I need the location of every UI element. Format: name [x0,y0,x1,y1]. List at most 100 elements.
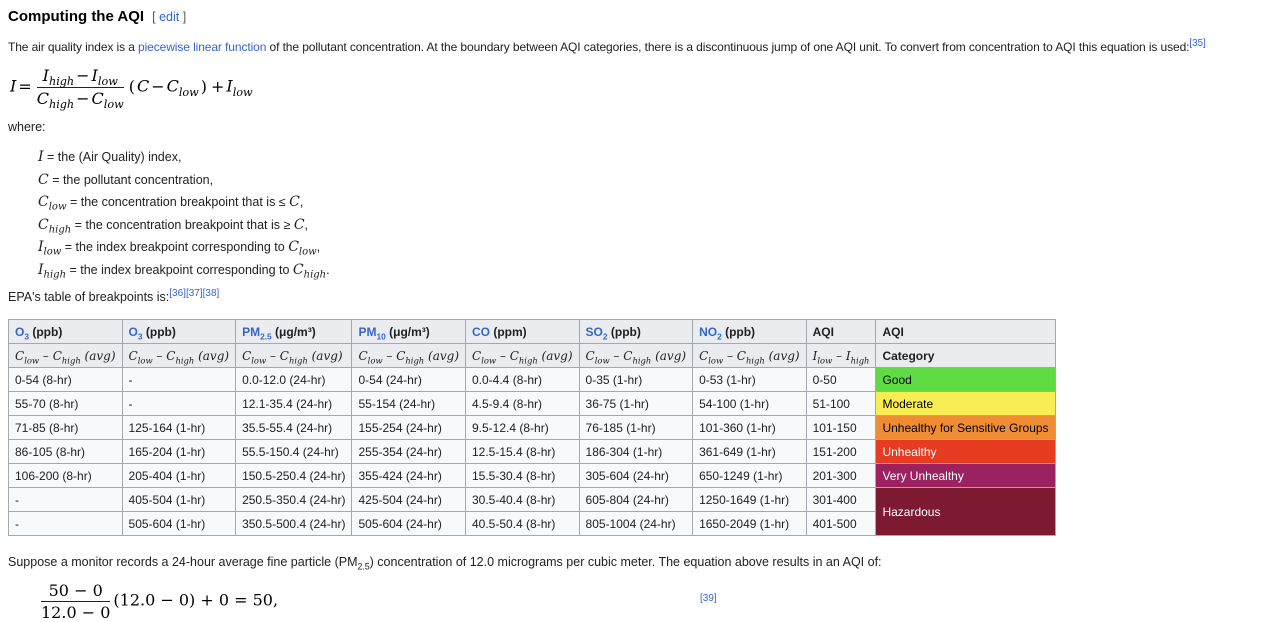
column-header: O3 (ppb) [8,319,123,344]
edit-section: [ edit ] [152,10,186,24]
breakpoint-cell: - [121,391,237,416]
table-row: 71-85 (8-hr) 125-164 (1-hr) 35.5-55.4 (24-… [8,415,1056,440]
breakpoint-cell: 15.5-30.4 (8-hr) [465,463,580,488]
range-header: Clow – Chigh (avg) [8,343,123,368]
breakpoint-cell: 40.5-50.4 (8-hr) [465,511,580,536]
definition-punct: . [326,262,330,277]
pollutant-link[interactable]: PM2.5 [242,324,272,341]
math-symbol: C [292,261,304,278]
aqi-formula: I = Ihigh − Ilow Chigh − Clow(C − Clow) + Ilow [10,66,1272,112]
math-subscript: high [48,224,72,235]
breakpoint-cell: 9.5-12.4 (8-hr) [465,415,580,440]
table-row: -405-504 (1-hr) 250.5-350.4 (24-hr) 425-50… [8,487,1056,536]
range-header: Clow – Chigh (avg) [465,343,580,368]
formula-tail-sub: low [232,85,253,99]
unit-label: (ppb) [29,324,63,339]
math-symbol: C [288,239,299,255]
unit-label: (μg/m³) [385,324,430,339]
num-b: I [91,66,98,85]
table-row: 106-200 (8-hr) 205-404 (1-hr) 150.5-250.4 … [8,463,1056,488]
fraction-numerator: Ihigh − Ilow [36,66,124,89]
breakpoint-cell: - [8,487,123,512]
breakpoint-cell: 355-424 (24-hr) [351,463,466,488]
intro-text-cont: of the pollutant concentration. At the b… [266,40,1190,54]
breakpoint-cell: 425-504 (24-hr) [351,487,466,512]
unit-label: (ppb) [721,324,756,339]
formula-tail: I [226,76,233,96]
math-subscript: high [43,269,67,280]
example-denominator: 12.0 − 0 [41,603,111,622]
breakpoints-intro-text: EPA's table of breakpoints is: [8,290,170,304]
range-header: Category [875,343,1056,368]
breakpoint-cell: 650-1249 (1-hr) [692,463,807,488]
page-title: Computing the AQI [8,8,145,25]
intro-paragraph: The air quality index is a piecewise lin… [8,39,1272,56]
reference-36-37-38-links[interactable]: [36][37][38] [169,287,220,299]
breakpoint-cell: 505-604 (1-hr) [121,511,237,536]
pollutant-link[interactable]: O3 [15,324,30,341]
num-a-sub: high [48,75,75,89]
range-header: Clow – Chigh (avg) [692,343,807,368]
math-symbol: C [38,194,49,210]
breakpoint-cell: 4.5-9.4 (8-hr) [465,391,580,416]
body-a: C [136,76,150,96]
breakpoint-cell: 401-500 [805,511,877,536]
unit-label: (μg/m³) [271,324,316,339]
breakpoint-cell: 350.5-500.4 (24-hr) [235,511,353,536]
breakpoint-cell: 101-360 (1-hr) [692,415,807,440]
header-row-ranges: Clow – Chigh (avg) Clow – Chigh (avg) Clow… [8,343,1056,368]
definition-text: = the pollutant concentration, [48,172,214,187]
pollutant-link[interactable]: NO2 [699,324,722,341]
formula-fraction: Ihigh − Ilow Chigh − Clow [36,66,124,112]
example-paragraph: Suppose a monitor records a 24-hour aver… [8,554,1272,571]
pollutant-link[interactable]: SO2 [585,324,608,341]
math-subscript: high [303,269,327,280]
math-symbol: I [38,239,44,255]
definitions-list: I = the (Air Quality) index, C = the poll… [38,146,1272,281]
aqi-category-cell: Unhealthy for Sensitive Groups [875,415,1056,440]
formula-equals: = [18,76,32,96]
den-b: C [91,89,104,108]
body-op: − [151,76,165,96]
math-symbol: C [38,216,49,233]
example-numerator: 50 − 0 [41,581,111,602]
breakpoint-cell: 201-300 [805,463,877,488]
edit-bracket-open: [ [152,10,156,24]
pollutant-link[interactable]: O3 [128,324,143,341]
table-head: O3 (ppb) O3 (ppb) PM2.5 (μg/m³) PM10 (μg/m³… [8,319,1056,368]
den-a-sub: high [48,98,75,112]
paren-close: ) [200,76,207,96]
definition-text: = the concentration breakpoint that is ≥ [71,217,294,232]
breakpoint-cell: 250.5-350.4 (24-hr) [235,487,353,512]
header-row-pollutants: O3 (ppb) O3 (ppb) PM2.5 (μg/m³) PM10 (μg/m³… [8,319,1056,344]
reference-39-link[interactable]: [39] [700,593,717,604]
pollutant-link[interactable]: CO [472,324,490,339]
aqi-category-cell: Hazardous [875,487,1056,536]
breakpoint-cell: 165-204 (1-hr) [121,439,237,464]
math-symbol: I [38,261,44,278]
body-b-sub: low [178,85,199,99]
column-header: NO2 (ppb) [692,319,807,344]
intro-text: The air quality index is a [8,40,139,54]
table-row: 0-54 (8-hr) -0.0-12.0 (24-hr) 0-54 (24-hr)… [8,367,1056,392]
table-row: 86-105 (8-hr) 165-204 (1-hr) 55.5-150.4 (2… [8,439,1056,464]
pm25-subscript: 2.5 [357,561,370,572]
den-b-sub: low [103,98,124,112]
reference-35-link[interactable]: [35] [1189,38,1206,49]
edit-bracket-close: ] [182,10,187,24]
breakpoint-cell: 106-200 (8-hr) [8,463,123,488]
unit-label: (ppb) [607,324,641,339]
column-header: AQI [875,319,1056,344]
piecewise-linear-function-link[interactable]: piecewise linear function [138,40,267,54]
definition-item: Ilow = the index breakpoint correspondin… [38,236,1272,259]
breakpoints-table: O3 (ppb) O3 (ppb) PM2.5 (μg/m³) PM10 (μg/m³… [8,319,1056,536]
breakpoint-cell: 55-154 (24-hr) [351,391,466,416]
pollutant-link[interactable]: PM10 [358,324,386,341]
edit-link[interactable]: edit [159,10,180,24]
breakpoint-cell: 150.5-250.4 (24-hr) [235,463,353,488]
breakpoint-cell: 0-35 (1-hr) [578,367,694,392]
definition-punct: , [299,195,304,209]
breakpoint-cell: 55-70 (8-hr) [8,391,123,416]
definition-punct: , [304,217,309,232]
breakpoint-cell: 125-164 (1-hr) [121,415,237,440]
